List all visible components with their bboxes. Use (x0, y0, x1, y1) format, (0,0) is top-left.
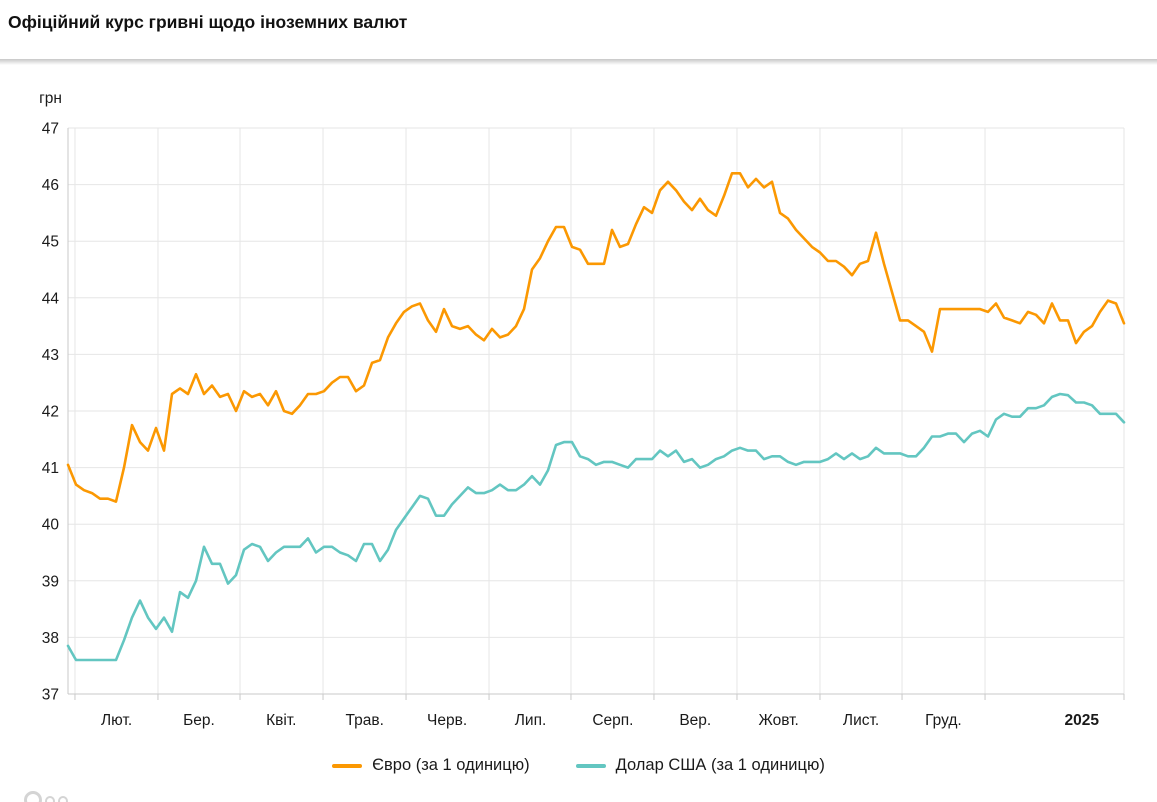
y-tick-label: 45 (42, 234, 59, 251)
dollar-line-marker-icon (575, 763, 606, 768)
y-tick-label: 41 (42, 460, 59, 477)
y-tick-label: 44 (42, 290, 60, 307)
legend-item-euro[interactable]: Євро (за 1 одиницю) (332, 756, 530, 775)
legend-label-dollar: Долар США (за 1 одиницю) (615, 756, 825, 774)
y-tick-label: 38 (42, 630, 59, 647)
x-tick-label: Лют. (101, 712, 132, 729)
y-tick-label: 42 (42, 404, 59, 421)
header-divider (0, 59, 1157, 65)
x-tick-label: Трав. (346, 712, 384, 729)
x-tick-label: Груд. (925, 712, 962, 729)
x-tick-label: Серп. (592, 712, 633, 729)
exchange-rate-chart: 47 46 45 44 43 42 41 40 39 38 37 Лют. Бер. Квіт. Трав.… (42, 121, 1126, 729)
x-tick-label: Вер. (679, 712, 711, 729)
x-tick-label: Бер. (183, 712, 215, 729)
chart-legend: Євро (за 1 одиницю) Долар США (за 1 один… (0, 756, 1157, 775)
watermark-logo-icon (24, 786, 104, 802)
x-tick-label: Квіт. (266, 712, 296, 729)
y-tick-label: 43 (42, 347, 59, 364)
y-tick-label: 47 (42, 121, 59, 138)
y-tick-label: 46 (42, 177, 59, 194)
page-header: Офіційний курс гривні щодо іноземних вал… (0, 0, 1157, 59)
x-tick-label: Лист. (843, 712, 879, 729)
dollar-line (66, 392, 1126, 662)
y-tick-label: 40 (42, 517, 60, 534)
x-tick-label: Лип. (515, 712, 547, 729)
legend-item-dollar[interactable]: Долар США (за 1 одиницю) (575, 756, 825, 775)
y-tick-label: 39 (42, 573, 59, 590)
page-title: Офіційний курс гривні щодо іноземних вал… (8, 12, 408, 32)
legend-label-euro: Євро (за 1 одиницю) (372, 756, 530, 774)
y-axis-unit-label: грн (39, 90, 62, 107)
x-tick-label: Черв. (427, 712, 467, 729)
euro-line-marker-icon (332, 763, 363, 768)
y-tick-label: 37 (42, 687, 59, 704)
x-tick-label: Жовт. (759, 712, 799, 729)
euro-line (66, 171, 1126, 503)
x-tick-label: 2025 (1065, 712, 1100, 729)
